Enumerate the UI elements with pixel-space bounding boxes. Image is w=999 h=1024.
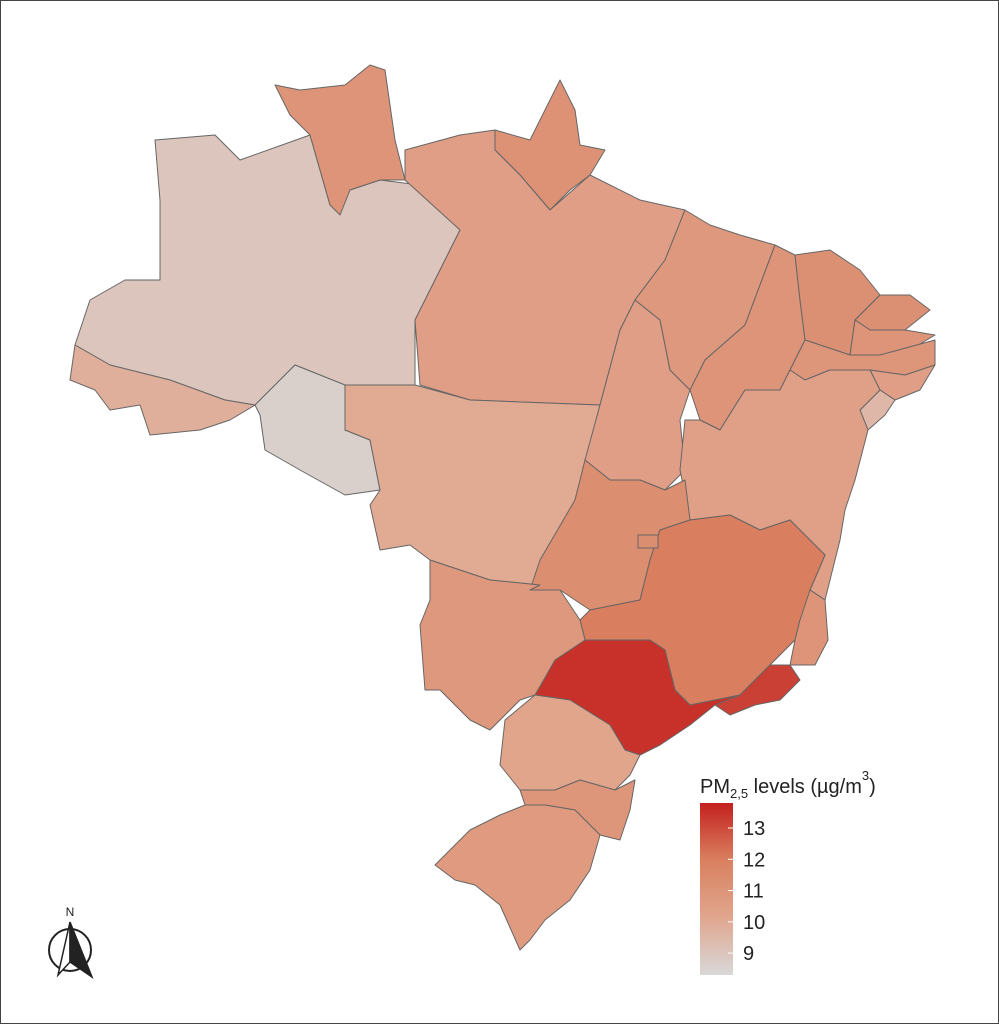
legend-title-part: levels (µg/m bbox=[748, 776, 862, 798]
region bbox=[274, 64, 406, 216]
colorbar bbox=[700, 803, 733, 975]
region bbox=[789, 589, 829, 666]
north-label: N bbox=[66, 905, 75, 919]
region bbox=[434, 804, 601, 951]
legend-title-part: PM bbox=[700, 776, 730, 798]
north-arrow: N bbox=[48, 905, 94, 980]
tick-label: 11 bbox=[743, 881, 764, 903]
legend-title-part: ) bbox=[869, 776, 876, 798]
legend-title-part: 2,5 bbox=[730, 786, 748, 801]
legend-title: PM2,5 levels (µg/m3) bbox=[700, 768, 876, 801]
region bbox=[419, 559, 586, 731]
legend: PM2,5 levels (µg/m3) 9 10 11 12 13 bbox=[700, 768, 876, 975]
tick-label: 13 bbox=[743, 818, 765, 840]
regions bbox=[69, 64, 936, 951]
legend-title-part: 3 bbox=[862, 768, 869, 783]
region bbox=[69, 344, 256, 436]
tick-label: 10 bbox=[743, 912, 765, 934]
tick-label: 12 bbox=[743, 849, 765, 871]
tick-label: 9 bbox=[743, 943, 754, 965]
compass-needle-right bbox=[69, 921, 94, 980]
region bbox=[637, 534, 659, 549]
